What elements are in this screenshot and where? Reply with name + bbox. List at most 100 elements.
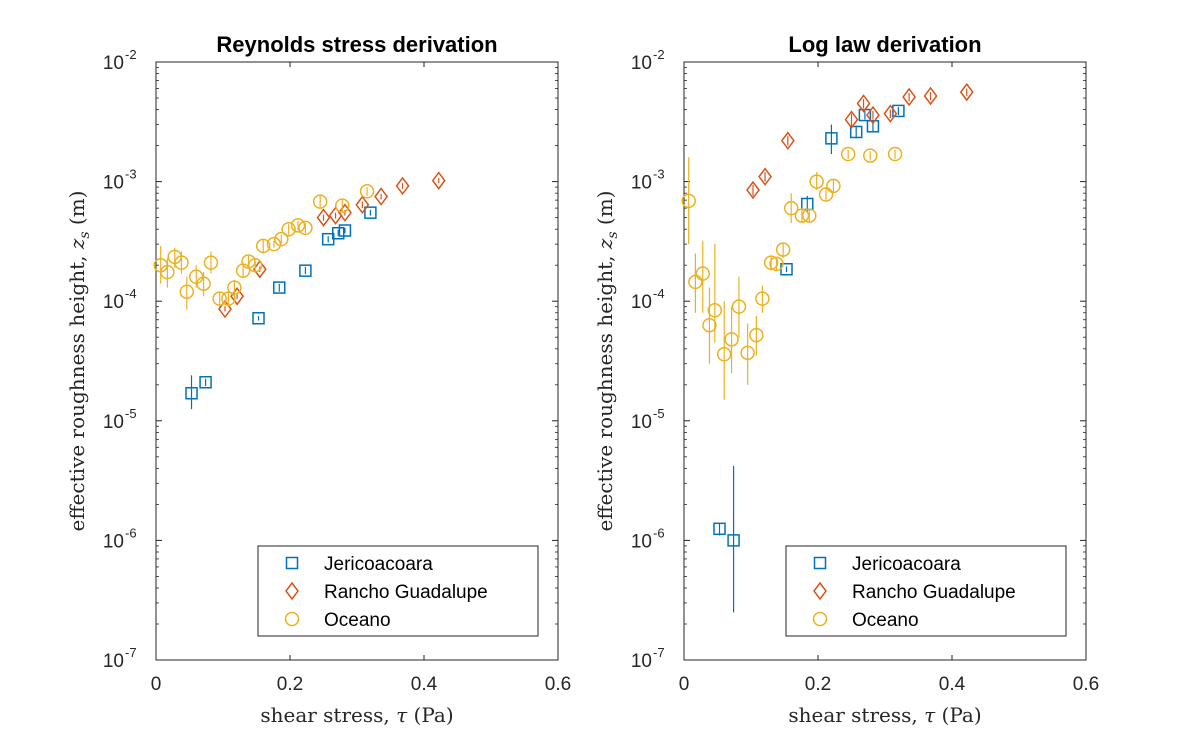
data-point xyxy=(374,187,389,206)
data-point xyxy=(174,255,189,270)
data-point xyxy=(160,264,175,280)
legend-marker xyxy=(285,581,299,601)
series-jericoacoara xyxy=(713,104,905,613)
legend-label: Oceano xyxy=(324,610,391,631)
y-axis-label: effective roughness height, zs (m) xyxy=(593,191,621,532)
data-point xyxy=(338,224,352,237)
y-axis-label: effective roughness height, zs (m) xyxy=(65,191,93,532)
y-tick-exponent: -7 xyxy=(125,645,137,660)
data-point xyxy=(856,94,871,113)
data-point xyxy=(758,167,773,186)
legend-marker xyxy=(813,581,827,601)
data-point xyxy=(887,146,903,162)
data-point xyxy=(866,105,880,125)
x-tick-label: 0 xyxy=(679,674,690,695)
y-tick-label: 10 xyxy=(103,173,124,194)
data-point xyxy=(221,291,236,306)
y-tick-exponent: -6 xyxy=(653,525,665,540)
y-tick-exponent: -4 xyxy=(653,286,665,301)
data-point xyxy=(731,299,747,314)
data-point xyxy=(959,82,974,102)
y-tick-exponent: -4 xyxy=(125,286,137,301)
data-point xyxy=(266,236,282,252)
data-point xyxy=(775,242,791,257)
y-tick-exponent: -2 xyxy=(125,47,137,62)
data-point xyxy=(199,376,212,389)
legend-marker xyxy=(812,611,828,627)
data-point xyxy=(355,195,370,215)
chart-title: Reynolds stress derivation xyxy=(216,32,497,57)
data-point xyxy=(316,208,331,227)
data-point xyxy=(218,299,232,319)
data-point xyxy=(273,281,286,294)
data-point xyxy=(290,218,306,233)
data-point xyxy=(312,194,328,209)
y-tick-exponent: -6 xyxy=(125,525,137,540)
data-point xyxy=(863,148,878,163)
legend-box xyxy=(785,545,1067,637)
y-tick-label: 10 xyxy=(631,292,652,313)
data-point xyxy=(892,104,905,118)
y-tick-exponent: -7 xyxy=(653,645,665,660)
x-tick-label: 0.4 xyxy=(411,674,438,695)
data-point xyxy=(227,280,242,295)
legend-box xyxy=(257,545,539,637)
data-point xyxy=(780,131,795,150)
legend-marker xyxy=(285,556,299,570)
x-tick-label: 0.2 xyxy=(277,674,303,695)
y-tick-label: 10 xyxy=(103,412,124,433)
data-point xyxy=(359,184,375,199)
data-point xyxy=(196,276,211,291)
y-tick-exponent: -2 xyxy=(653,47,665,62)
data-point xyxy=(252,259,267,279)
data-point xyxy=(746,180,760,200)
legend-label: Rancho Guadalupe xyxy=(324,582,488,603)
data-point xyxy=(818,187,834,202)
data-point xyxy=(281,221,296,237)
series-oceano xyxy=(681,146,903,400)
y-tick-label: 10 xyxy=(631,173,652,194)
data-point xyxy=(702,317,717,333)
y-tick-label: 10 xyxy=(103,531,124,552)
data-point xyxy=(866,120,880,133)
data-point xyxy=(335,198,350,213)
data-point xyxy=(695,266,711,281)
legend-label: Oceano xyxy=(852,610,919,631)
x-tick-label: 0.2 xyxy=(805,674,831,695)
data-point xyxy=(825,132,838,145)
x-tick-label: 0.6 xyxy=(1073,674,1099,695)
data-point xyxy=(716,347,732,362)
legend-marker xyxy=(813,556,827,570)
data-point xyxy=(298,220,313,236)
data-point xyxy=(794,208,810,223)
x-tick-label: 0.6 xyxy=(545,674,571,695)
y-tick-label: 10 xyxy=(631,53,652,74)
y-tick-label: 10 xyxy=(631,531,652,552)
data-point xyxy=(274,231,289,247)
x-axis-label: shear stress, τ (Pa) xyxy=(788,703,981,727)
data-point xyxy=(688,274,703,290)
data-point xyxy=(740,345,755,361)
data-point xyxy=(826,178,841,194)
data-point xyxy=(252,312,265,325)
data-point xyxy=(727,534,740,547)
data-point xyxy=(707,303,723,318)
x-tick-label: 0.4 xyxy=(939,674,966,695)
chart-title: Log law derivation xyxy=(788,32,981,57)
data-point xyxy=(849,125,863,139)
data-point xyxy=(755,291,770,306)
data-point xyxy=(883,104,898,123)
data-point xyxy=(299,264,312,277)
legend-label: Jericoacoara xyxy=(852,554,961,575)
data-point xyxy=(179,284,195,299)
y-tick-exponent: -5 xyxy=(653,406,665,421)
data-point xyxy=(255,238,271,254)
legend: Jericoacoara Rancho Guadalupe Oceano xyxy=(257,545,539,637)
y-tick-label: 10 xyxy=(103,53,124,74)
y-tick-exponent: -5 xyxy=(125,406,137,421)
y-tick-label: 10 xyxy=(631,412,652,433)
data-point xyxy=(395,176,410,196)
data-point xyxy=(763,255,779,270)
